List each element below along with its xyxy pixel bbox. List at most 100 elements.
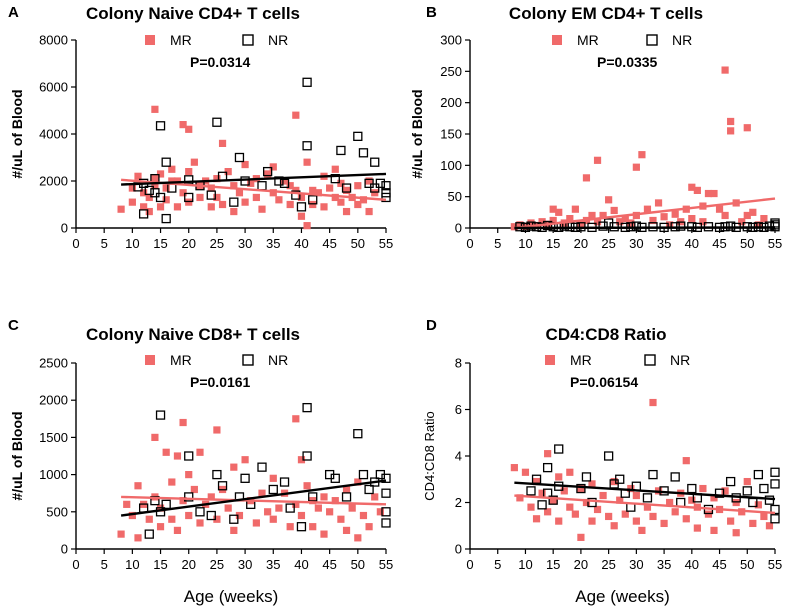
x-tick-label: 15 xyxy=(153,557,167,572)
data-point-nr xyxy=(257,181,267,191)
data-point-mr xyxy=(286,523,294,531)
x-tick-label: 40 xyxy=(685,236,699,251)
trendline-nr xyxy=(121,172,387,186)
legend-item-nr: NR xyxy=(242,32,288,48)
data-point-mr xyxy=(532,477,541,486)
data-point-mr xyxy=(743,477,751,486)
data-point-mr xyxy=(354,182,362,190)
data-point-mr xyxy=(660,519,668,528)
data-point-nr xyxy=(381,507,391,517)
data-point-nr xyxy=(742,486,752,496)
data-point-mr xyxy=(371,493,379,501)
data-point-mr xyxy=(303,482,311,490)
data-point-mr xyxy=(365,177,373,185)
data-point-nr xyxy=(184,451,194,461)
x-tick-label: 25 xyxy=(210,236,224,251)
data-point-nr xyxy=(353,131,363,142)
data-point-nr xyxy=(358,469,369,480)
data-point-mr xyxy=(196,448,204,456)
data-point-mr xyxy=(532,515,541,523)
data-point-mr xyxy=(168,478,176,486)
data-point-mr xyxy=(241,160,249,169)
data-point-mr xyxy=(688,215,696,223)
x-tick-label: 50 xyxy=(351,557,365,572)
y-tick-label: 150 xyxy=(440,127,462,142)
x-tick-label: 45 xyxy=(712,557,726,572)
data-point-mr xyxy=(117,530,125,538)
data-point-mr xyxy=(320,530,328,538)
data-point-mr xyxy=(582,498,591,507)
data-point-mr xyxy=(326,508,334,516)
data-point-mr xyxy=(348,504,356,512)
x-tick-label: 35 xyxy=(266,557,280,572)
x-tick-label: 10 xyxy=(518,236,532,251)
data-point-mr xyxy=(632,491,640,500)
data-point-mr xyxy=(616,218,624,226)
data-point-mr xyxy=(342,186,351,194)
data-point-mr xyxy=(190,158,198,166)
legend-label: MR xyxy=(570,352,592,368)
data-point-mr xyxy=(134,534,142,542)
data-point-mr xyxy=(309,523,317,531)
data-point-mr xyxy=(516,221,524,229)
data-point-nr xyxy=(144,529,154,539)
data-point-mr xyxy=(510,223,518,231)
y-tick-label: 0 xyxy=(61,221,68,236)
data-point-mr xyxy=(309,200,317,209)
data-point-mr xyxy=(275,196,283,204)
data-point-mr xyxy=(560,487,568,495)
data-point-mr xyxy=(145,207,153,216)
data-point-mr xyxy=(555,517,563,525)
data-point-mr xyxy=(168,165,176,173)
data-point-nr xyxy=(714,488,725,498)
data-point-mr xyxy=(638,526,646,534)
trendline-mr xyxy=(514,197,776,230)
data-point-mr xyxy=(588,480,596,488)
data-point-nr xyxy=(217,481,228,491)
data-point-mr xyxy=(727,117,735,126)
data-point-mr xyxy=(359,511,368,520)
legend-label: NR xyxy=(670,352,690,368)
data-point-mr xyxy=(354,478,362,486)
y-tick-label: 2500 xyxy=(39,356,68,371)
data-point-mr xyxy=(280,177,289,185)
x-axis-label: Age (weeks) xyxy=(575,587,669,606)
data-point-mr xyxy=(627,484,635,493)
data-point-mr xyxy=(577,221,585,229)
data-point-mr xyxy=(654,199,663,207)
data-point-nr xyxy=(262,166,273,177)
data-point-mr xyxy=(292,186,300,194)
data-point-nr xyxy=(537,500,547,510)
data-point-mr xyxy=(571,205,579,213)
x-tick-label: 0 xyxy=(72,236,79,251)
data-point-mr xyxy=(566,503,574,511)
data-point-mr xyxy=(218,139,227,147)
p-value: P=0.0314 xyxy=(190,54,251,70)
data-point-mr xyxy=(571,510,579,518)
data-point-mr xyxy=(230,463,238,471)
data-point-mr xyxy=(760,512,768,521)
x-tick-label: 5 xyxy=(494,236,501,251)
x-tick-label: 20 xyxy=(181,557,195,572)
data-point-mr xyxy=(599,491,607,500)
data-point-mr xyxy=(588,211,596,220)
data-point-nr xyxy=(576,483,586,494)
data-point-mr xyxy=(621,215,629,223)
data-point-mr xyxy=(275,504,283,512)
data-point-mr xyxy=(320,203,328,211)
data-point-nr xyxy=(725,221,736,231)
data-point-mr xyxy=(754,221,762,229)
legend-marker xyxy=(242,34,254,46)
data-point-mr xyxy=(128,511,136,520)
data-point-mr xyxy=(732,529,740,537)
data-point-mr xyxy=(616,496,624,504)
data-point-mr xyxy=(649,216,657,225)
data-point-mr xyxy=(269,189,277,197)
data-point-mr xyxy=(247,179,255,187)
x-tick-label: 20 xyxy=(574,557,588,572)
chart-title: Colony Naive CD4+ T cells xyxy=(86,4,300,23)
data-point-mr xyxy=(721,211,729,220)
x-tick-label: 10 xyxy=(125,557,139,572)
data-point-mr xyxy=(269,163,277,171)
